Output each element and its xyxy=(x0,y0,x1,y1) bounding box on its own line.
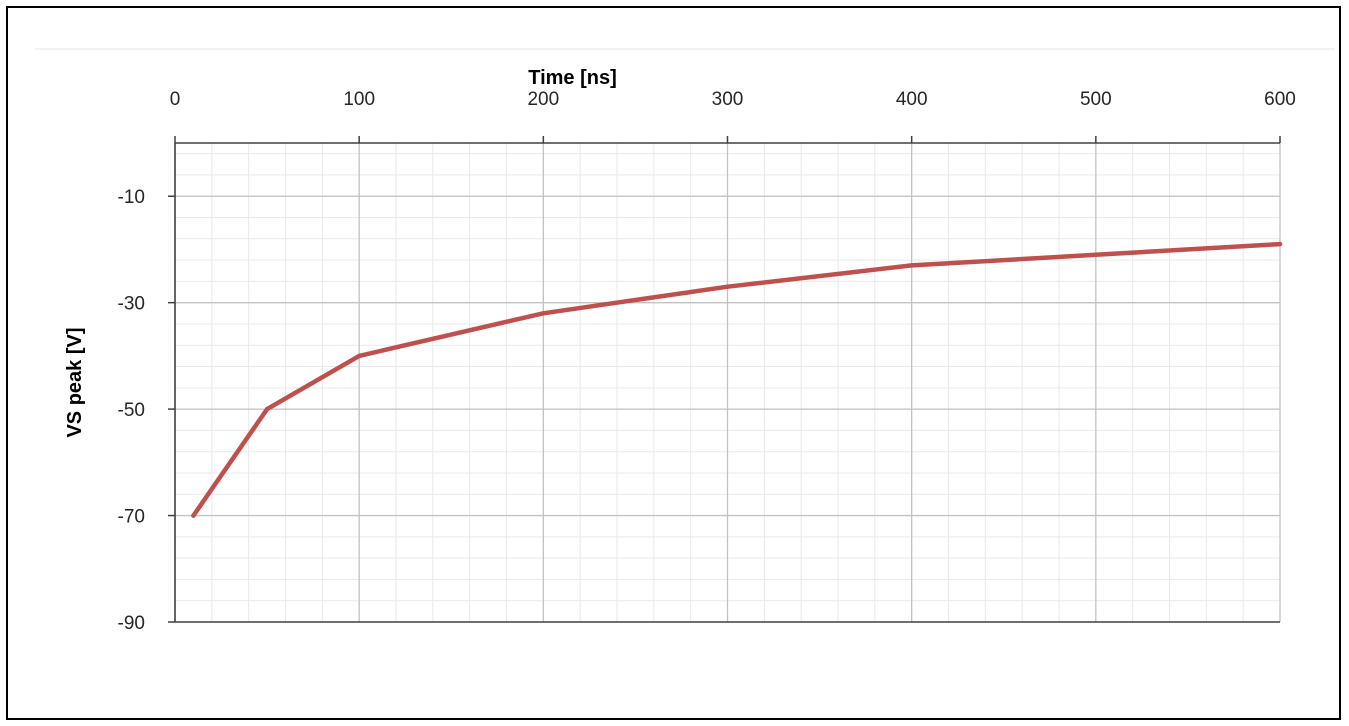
chart-frame: 0 100 200 300 400 500 600 -10 -30 -50 -70 -90 Time… xyxy=(6,6,1341,720)
x-tick-label: 600 xyxy=(1264,89,1296,110)
data-point xyxy=(725,284,730,289)
y-tick-label: -50 xyxy=(118,400,145,421)
series-layer xyxy=(191,241,1283,518)
y-tick-label: -10 xyxy=(118,187,145,208)
x-axis-title: Time [ns] xyxy=(528,67,617,89)
axes xyxy=(168,136,1281,623)
data-point xyxy=(191,513,196,518)
data-point xyxy=(1093,252,1099,257)
y-tick-label: -70 xyxy=(118,507,145,528)
x-tick-label: 200 xyxy=(527,89,559,110)
x-tick-labels: 0 100 200 300 400 500 600 xyxy=(170,89,1296,110)
data-point xyxy=(356,353,362,359)
x-tick-label: 0 xyxy=(170,89,181,110)
y-tick-labels: -10 -30 -50 -70 -90 xyxy=(118,187,145,634)
x-tick-label: 300 xyxy=(712,89,744,110)
data-point xyxy=(909,263,914,268)
data-point xyxy=(541,311,546,316)
x-tick-label: 100 xyxy=(343,89,375,110)
data-point xyxy=(1277,241,1283,247)
x-tick-label: 500 xyxy=(1080,89,1112,110)
data-point xyxy=(264,406,270,412)
major-grid xyxy=(175,143,1281,622)
x-tick-label: 400 xyxy=(896,89,928,110)
line-chart: 0 100 200 300 400 500 600 -10 -30 -50 -70 -90 Time… xyxy=(35,48,1335,634)
y-tick-label: -90 xyxy=(118,613,145,634)
y-axis-title: VS peak [V] xyxy=(64,327,86,437)
series-line xyxy=(191,241,1283,518)
y-tick-label: -30 xyxy=(118,294,145,315)
